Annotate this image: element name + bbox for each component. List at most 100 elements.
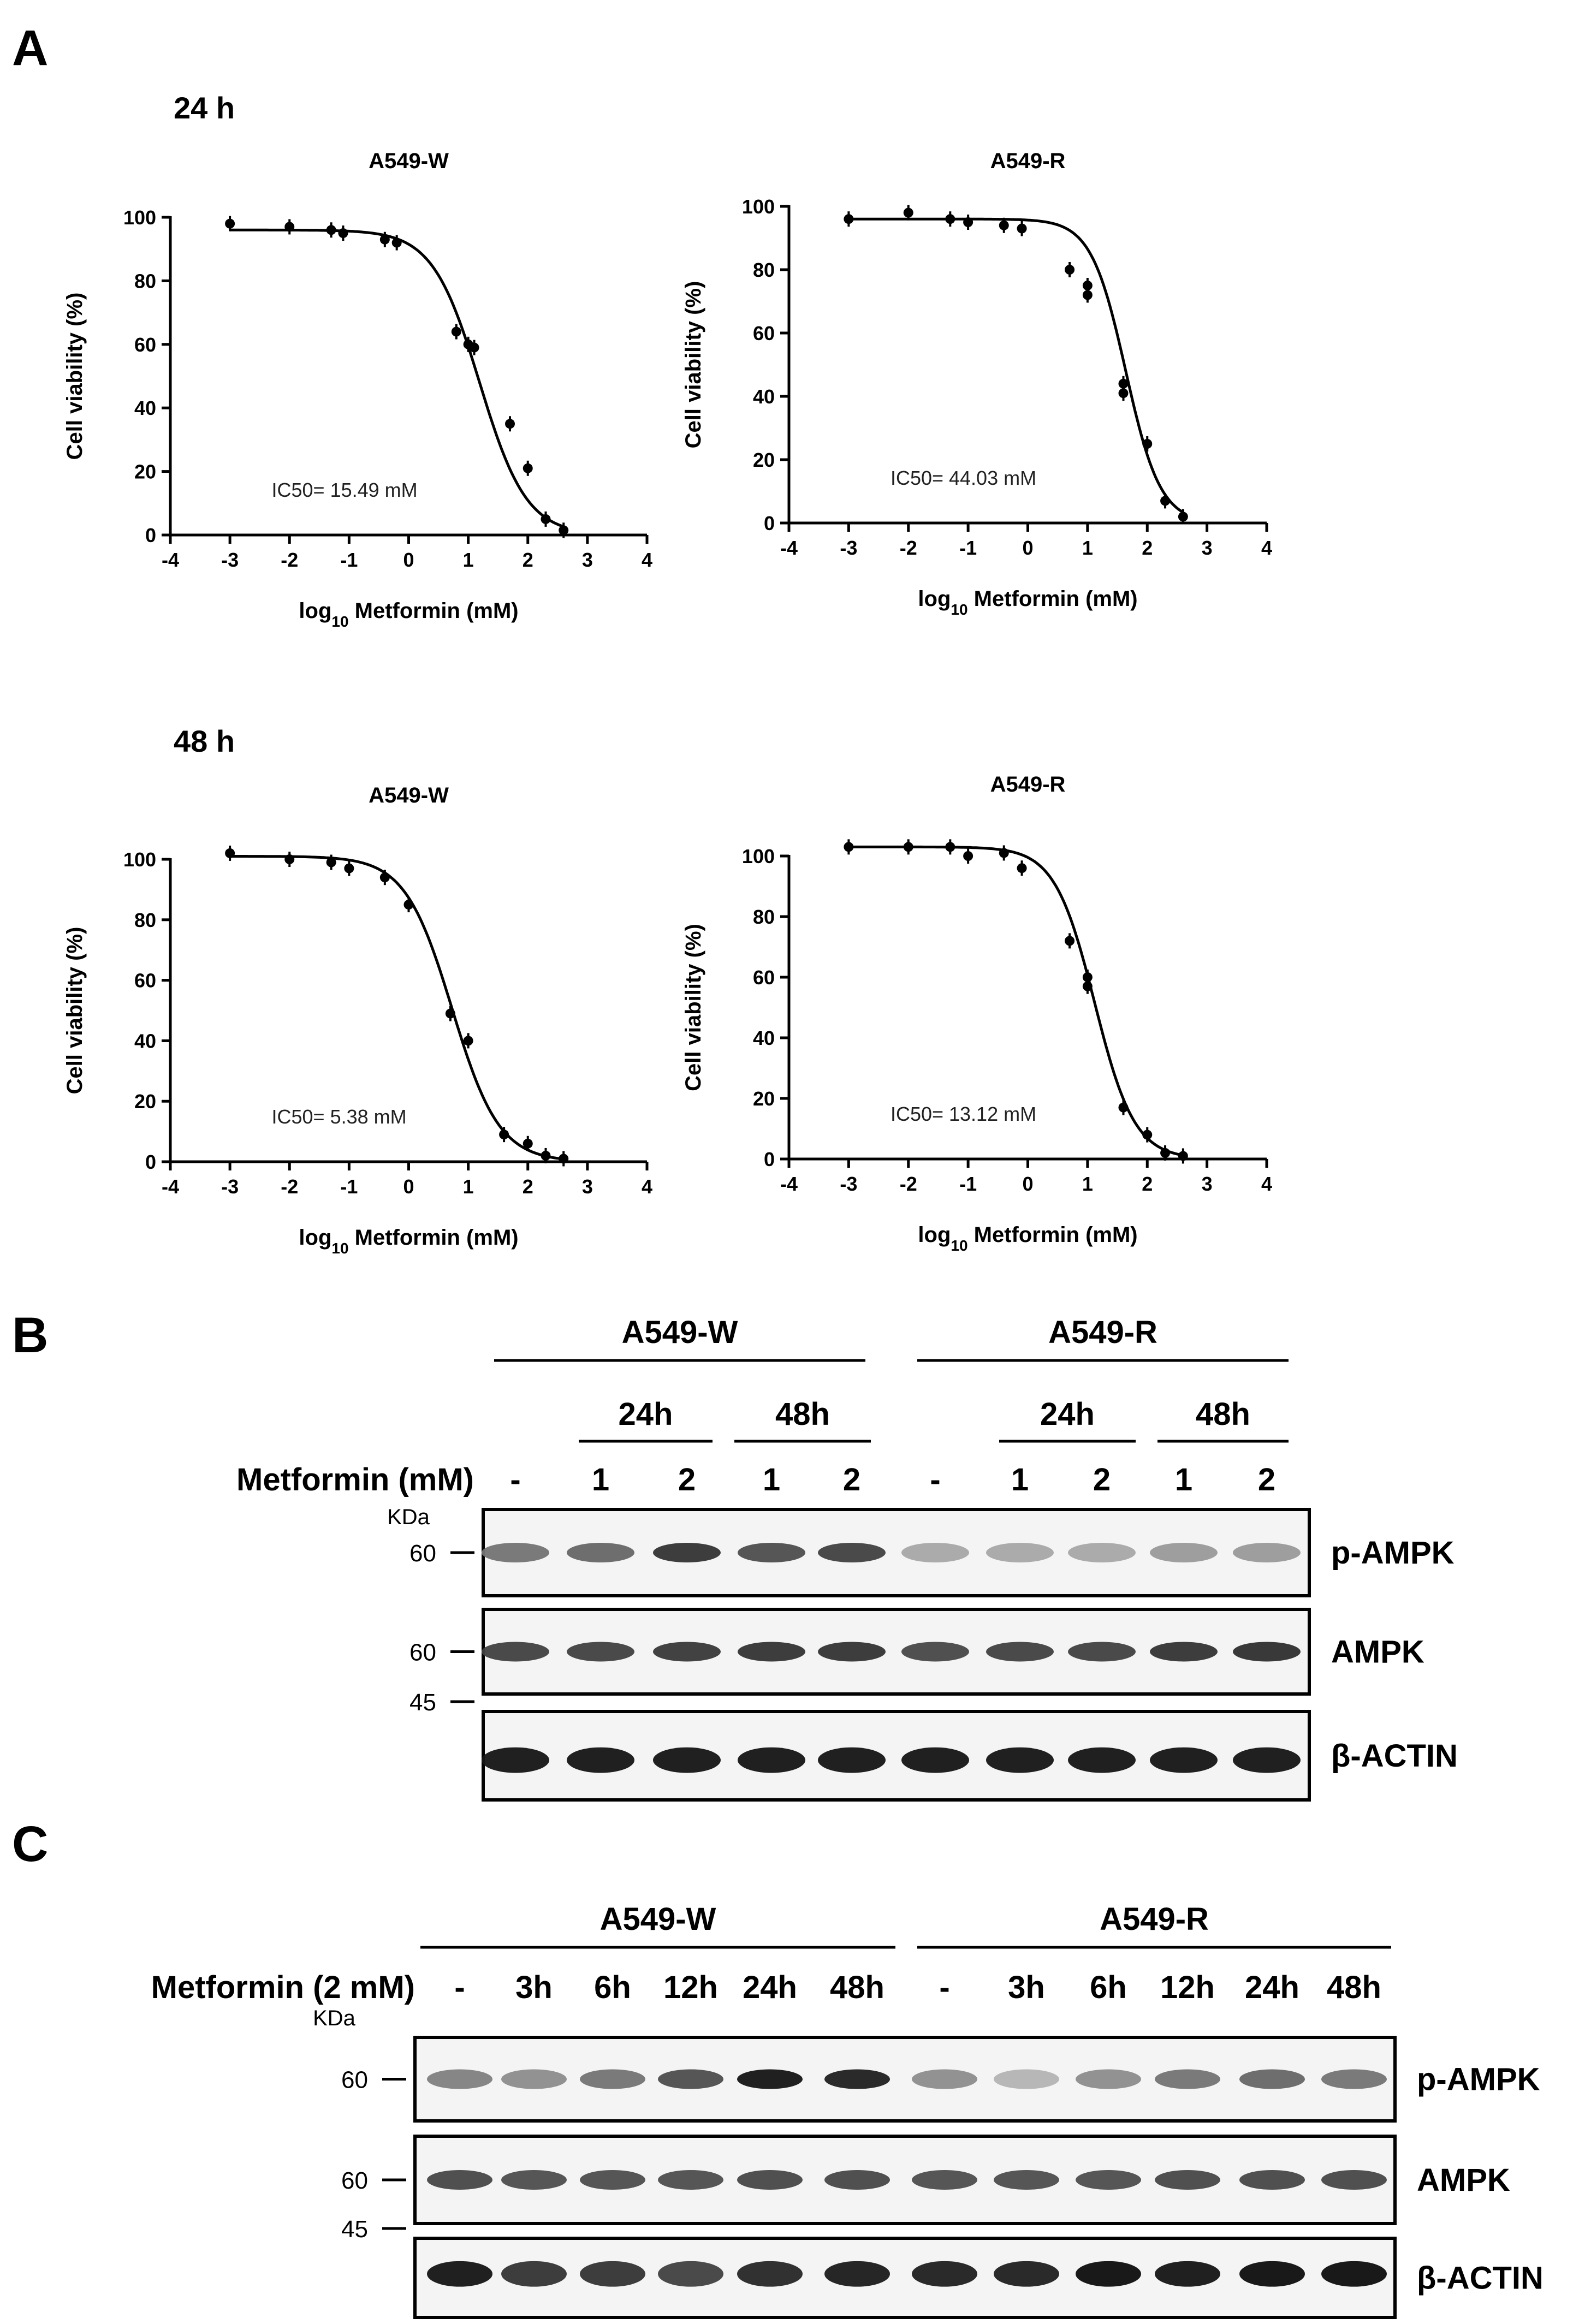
time-label: 48h bbox=[1196, 1396, 1250, 1432]
band bbox=[1155, 2170, 1220, 2190]
x-tick-label: 4 bbox=[1261, 537, 1272, 559]
band bbox=[567, 1747, 634, 1773]
band bbox=[994, 2069, 1059, 2089]
data-point bbox=[541, 514, 551, 524]
timepoint-label-24h: 24 h bbox=[174, 91, 235, 125]
band bbox=[824, 2170, 890, 2190]
data-point bbox=[523, 463, 533, 473]
lane-label: - bbox=[930, 1462, 940, 1497]
data-point bbox=[391, 237, 402, 248]
treatment-label: Metformin (2 mM) bbox=[151, 1970, 415, 2005]
band bbox=[482, 1642, 549, 1662]
data-point bbox=[338, 228, 348, 239]
x-tick-label: 1 bbox=[1082, 1173, 1093, 1195]
blot-box bbox=[413, 2237, 1397, 2319]
band bbox=[818, 1747, 886, 1773]
band bbox=[501, 2261, 567, 2287]
y-tick-label: 20 bbox=[753, 1087, 775, 1110]
band bbox=[1239, 2170, 1305, 2190]
chart-title: A549-W bbox=[369, 149, 449, 173]
y-tick-label: 100 bbox=[742, 845, 775, 867]
y-tick-label: 0 bbox=[145, 1151, 156, 1173]
data-point bbox=[505, 419, 515, 429]
data-point bbox=[999, 848, 1009, 858]
y-axis-label: Cell viability (%) bbox=[63, 927, 87, 1095]
ic50-annotation: IC50= 13.12 mM bbox=[891, 1103, 1036, 1125]
band bbox=[1068, 1543, 1136, 1562]
data-point bbox=[1082, 972, 1093, 982]
x-tick-label: 2 bbox=[523, 549, 533, 571]
x-tick-label: -1 bbox=[959, 537, 977, 559]
band bbox=[824, 2069, 890, 2089]
band bbox=[653, 1642, 721, 1662]
lane-label: 48h bbox=[830, 1970, 884, 2005]
marker-label: 60 bbox=[409, 1639, 436, 1666]
band bbox=[1155, 2069, 1220, 2089]
y-tick-label: 40 bbox=[134, 1030, 156, 1052]
y-tick-label: 80 bbox=[134, 909, 156, 931]
x-tick-label: -3 bbox=[221, 549, 239, 571]
lane-label: 24h bbox=[743, 1970, 797, 2005]
band bbox=[1233, 1543, 1301, 1562]
lane-label: 1 bbox=[1175, 1462, 1192, 1497]
band bbox=[986, 1642, 1054, 1662]
lane-label: 6h bbox=[1090, 1970, 1127, 2005]
band bbox=[738, 1747, 805, 1773]
data-point bbox=[523, 1138, 533, 1149]
data-point bbox=[844, 842, 854, 852]
x-tick-label: -3 bbox=[221, 1175, 239, 1198]
marker-label: 60 bbox=[341, 2067, 368, 2094]
kda-label: KDa bbox=[313, 2006, 356, 2030]
lane-label: 1 bbox=[763, 1462, 780, 1497]
y-tick-label: 40 bbox=[134, 397, 156, 419]
lane-label: - bbox=[939, 1970, 949, 2005]
band bbox=[1321, 2170, 1387, 2190]
x-tick-label: 2 bbox=[523, 1175, 533, 1198]
x-tick-label: 0 bbox=[1022, 537, 1033, 559]
band bbox=[1321, 2069, 1387, 2089]
x-tick-label: 0 bbox=[403, 1175, 414, 1198]
data-point bbox=[1178, 1151, 1188, 1161]
band bbox=[1233, 1642, 1301, 1662]
band bbox=[1150, 1642, 1218, 1662]
protein-label: AMPK bbox=[1417, 2162, 1510, 2198]
blot-svg: A549-W A549-R 24h 48h 24h 48h Metformin (mM) - 1… bbox=[236, 1315, 1458, 1802]
data-point bbox=[403, 900, 414, 910]
band bbox=[1239, 2069, 1305, 2089]
x-tick-label: -3 bbox=[840, 1173, 857, 1195]
x-tick-label: -4 bbox=[162, 1175, 179, 1198]
data-point bbox=[379, 872, 390, 883]
y-tick-label: 100 bbox=[123, 206, 156, 229]
data-point bbox=[451, 326, 461, 337]
band bbox=[737, 2261, 803, 2287]
y-tick-label: 40 bbox=[753, 385, 775, 408]
marker-label: 60 bbox=[409, 1540, 436, 1567]
band bbox=[738, 1642, 805, 1662]
treatment-label: Metformin (mM) bbox=[236, 1462, 474, 1497]
y-tick-label: 100 bbox=[123, 848, 156, 871]
y-axis-label: Cell viability (%) bbox=[63, 293, 87, 460]
band bbox=[994, 2261, 1059, 2287]
data-point bbox=[963, 851, 973, 861]
ic50-annotation: IC50= 15.49 mM bbox=[272, 479, 418, 501]
band bbox=[482, 1543, 549, 1562]
western-blot-b: A549-W A549-R 24h 48h 24h 48h Metformin (mM) - 1… bbox=[0, 1310, 1585, 1812]
lane-label: 3h bbox=[515, 1970, 553, 2005]
data-point bbox=[344, 863, 354, 873]
panel-label-a: A bbox=[12, 20, 49, 76]
band bbox=[482, 1747, 549, 1773]
data-point bbox=[945, 214, 955, 224]
band bbox=[1150, 1543, 1218, 1562]
x-tick-label: 4 bbox=[642, 549, 652, 571]
blot-box bbox=[413, 2036, 1397, 2123]
y-tick-label: 80 bbox=[753, 906, 775, 928]
band bbox=[1155, 2261, 1220, 2287]
western-blot-c: A549-W A549-R Metformin (2 mM) - 3h 6h 12h 24h 4… bbox=[0, 1812, 1585, 2321]
y-tick-label: 100 bbox=[742, 195, 775, 218]
y-tick-label: 60 bbox=[753, 966, 775, 989]
y-axis-label: Cell viability (%) bbox=[681, 281, 705, 449]
data-point bbox=[963, 217, 973, 227]
data-point bbox=[903, 842, 913, 852]
band bbox=[580, 2261, 645, 2287]
